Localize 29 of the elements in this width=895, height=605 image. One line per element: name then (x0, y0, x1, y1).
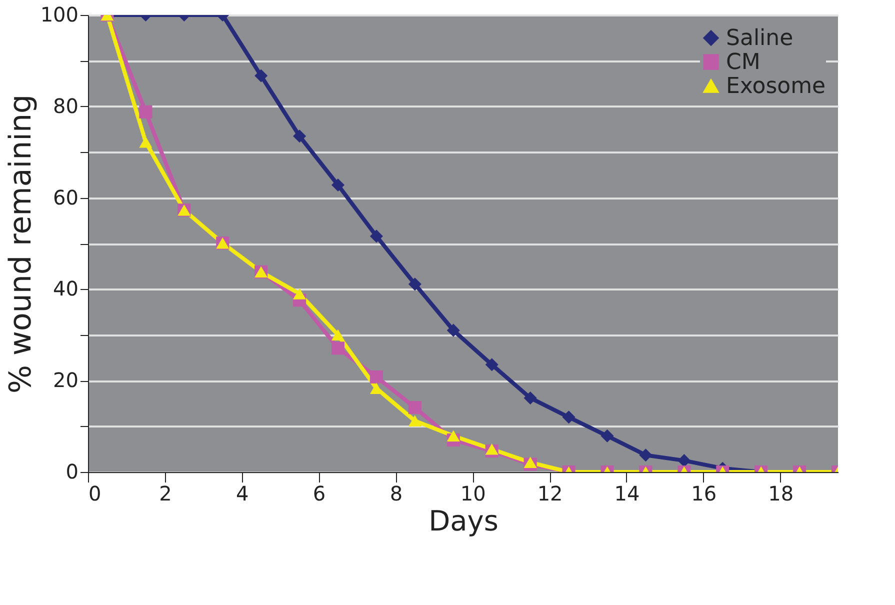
x-tick-label: 14 (614, 482, 640, 506)
legend-label: Saline (726, 26, 794, 51)
y-tick-label: 60 (53, 185, 78, 210)
x-tick-label: 16 (691, 482, 717, 506)
point (408, 278, 422, 291)
y-tick-label: 40 (53, 276, 78, 301)
x-tick-label: 10 (460, 482, 486, 506)
x-tick-label: 6 (312, 482, 326, 506)
y-tick-label: 0 (66, 460, 78, 484)
point (331, 329, 345, 341)
x-tick-label: 2 (159, 482, 172, 506)
legend-label: Exosome (726, 74, 826, 99)
x-tick-label: 0 (88, 482, 102, 506)
point (331, 342, 345, 355)
x-tick-label: 12 (537, 482, 563, 506)
legend-label: CM (726, 50, 760, 75)
x-tick-label: 4 (236, 482, 249, 506)
x-axis-title: Days (428, 504, 498, 538)
y-tick-label: 80 (53, 94, 78, 118)
point (370, 230, 383, 243)
point (370, 370, 383, 384)
y-tick-label: 100 (40, 2, 78, 26)
point (293, 288, 306, 300)
point (446, 324, 460, 337)
y-axis-title: % wound remaining (3, 94, 38, 394)
y-tick-label: 20 (53, 368, 78, 392)
x-tick-label: 18 (768, 482, 794, 506)
point (331, 178, 345, 192)
x-tick-label: 8 (390, 482, 403, 506)
